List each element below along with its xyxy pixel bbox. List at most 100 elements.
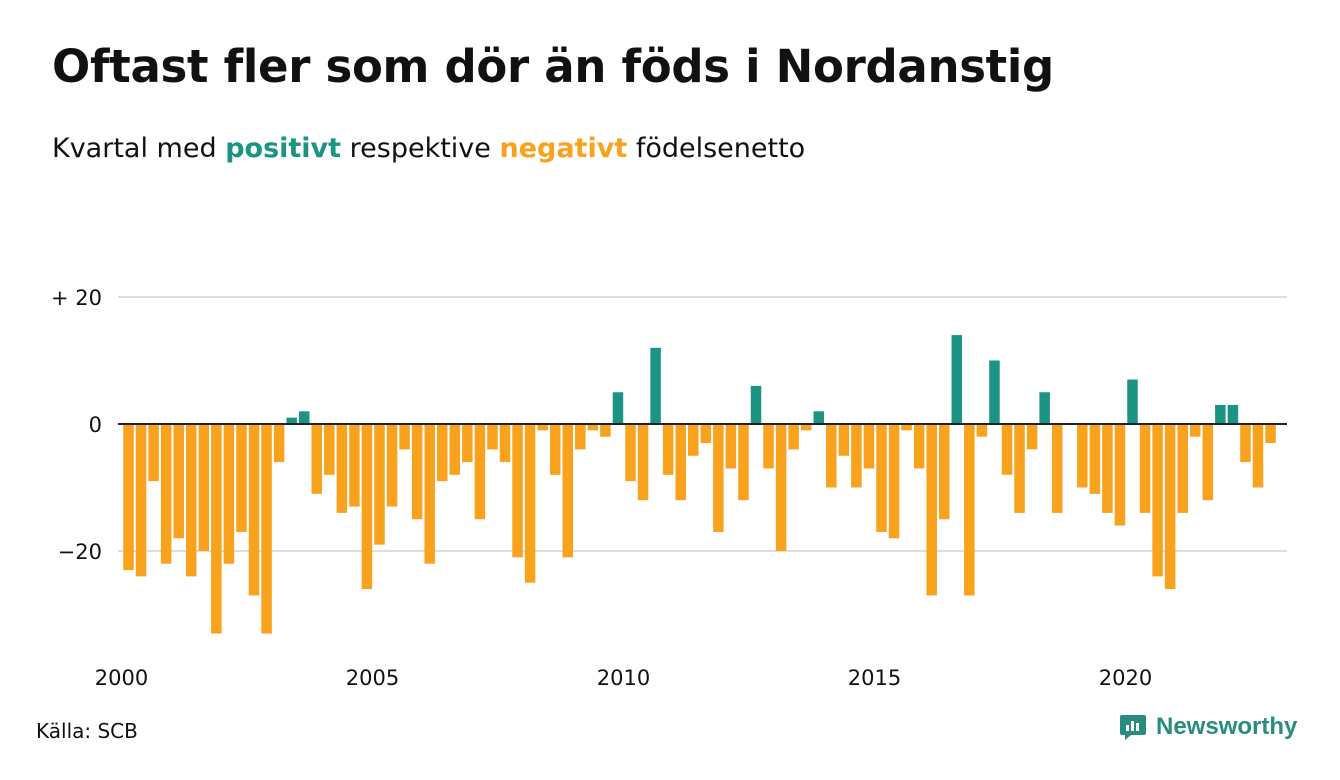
bar bbox=[926, 424, 937, 596]
bar bbox=[989, 360, 1000, 424]
x-tick-label: 2010 bbox=[597, 666, 650, 690]
bar bbox=[1177, 424, 1188, 513]
bar bbox=[1102, 424, 1113, 513]
bar bbox=[1039, 392, 1050, 424]
bar bbox=[951, 335, 963, 424]
x-tick-label: 2000 bbox=[95, 666, 148, 690]
bar bbox=[298, 411, 310, 424]
bar bbox=[901, 424, 912, 431]
bar bbox=[1227, 404, 1239, 424]
bar bbox=[524, 424, 536, 583]
subtitle-text-before: Kvartal med bbox=[52, 133, 226, 164]
bar bbox=[1265, 424, 1276, 444]
bar bbox=[888, 424, 900, 539]
bar bbox=[1252, 424, 1264, 488]
bar bbox=[876, 424, 887, 532]
bar bbox=[549, 424, 561, 475]
bar bbox=[261, 424, 272, 634]
bar bbox=[512, 424, 523, 558]
bar bbox=[273, 424, 285, 463]
bar bbox=[637, 424, 649, 501]
y-tick-label: + 20 bbox=[51, 286, 102, 310]
bar bbox=[575, 424, 586, 450]
bar bbox=[662, 424, 674, 475]
bar bbox=[813, 411, 824, 424]
subtitle-negative-word: negativt bbox=[499, 133, 628, 164]
bar bbox=[361, 424, 373, 590]
chart-title: Oftast fler som dör än föds i Nordanstig bbox=[52, 40, 1054, 93]
bar bbox=[449, 424, 461, 475]
bar bbox=[863, 424, 875, 469]
bar bbox=[324, 424, 335, 475]
bar bbox=[173, 424, 184, 539]
subtitle-text-middle: respektive bbox=[341, 133, 500, 164]
bar bbox=[374, 424, 385, 545]
bar bbox=[826, 424, 837, 488]
bar bbox=[211, 424, 222, 634]
bar bbox=[788, 424, 799, 450]
bar bbox=[349, 424, 360, 507]
bar bbox=[1139, 424, 1151, 513]
bar bbox=[775, 424, 787, 551]
bar bbox=[838, 424, 850, 456]
bar bbox=[424, 424, 435, 564]
y-tick-label: −20 bbox=[58, 540, 102, 564]
bar bbox=[123, 424, 134, 571]
bar bbox=[1089, 424, 1101, 494]
bar bbox=[1014, 424, 1025, 513]
bar bbox=[223, 424, 235, 564]
bar bbox=[248, 424, 260, 596]
bar bbox=[1190, 424, 1201, 437]
chart-subtitle: Kvartal med positivt respektive negativt… bbox=[52, 133, 805, 164]
bar bbox=[725, 424, 737, 469]
bar bbox=[587, 424, 599, 431]
bar bbox=[738, 424, 749, 501]
source-note: Källa: SCB bbox=[36, 719, 138, 743]
bar bbox=[462, 424, 473, 463]
bar bbox=[537, 424, 548, 431]
x-tick-label: 2005 bbox=[346, 666, 399, 690]
bar bbox=[851, 424, 862, 488]
bar bbox=[688, 424, 699, 456]
bar bbox=[625, 424, 636, 482]
bar bbox=[499, 424, 511, 463]
bar bbox=[399, 424, 410, 450]
bar bbox=[311, 424, 322, 494]
bar bbox=[1114, 424, 1126, 526]
bar bbox=[411, 424, 423, 520]
bar bbox=[763, 424, 774, 469]
bar bbox=[1001, 424, 1013, 475]
bar bbox=[600, 424, 611, 437]
bar bbox=[1202, 424, 1214, 501]
bar bbox=[336, 424, 348, 513]
bar bbox=[1127, 379, 1138, 424]
bar bbox=[612, 392, 624, 424]
bar bbox=[186, 424, 197, 577]
bar bbox=[437, 424, 448, 482]
bar bbox=[750, 385, 762, 424]
bar bbox=[913, 424, 925, 469]
bar bbox=[976, 424, 988, 437]
x-tick-label: 2020 bbox=[1099, 666, 1152, 690]
bar bbox=[1026, 424, 1038, 450]
bar bbox=[236, 424, 247, 532]
subtitle-text-after: födelsenetto bbox=[627, 133, 806, 164]
bar bbox=[675, 424, 686, 501]
bar bbox=[1215, 404, 1226, 424]
bar bbox=[1240, 424, 1251, 463]
subtitle-positive-word: positivt bbox=[225, 133, 342, 164]
x-tick-label: 2015 bbox=[848, 666, 901, 690]
brand-name: Newsworthy bbox=[1156, 713, 1298, 740]
bar bbox=[800, 424, 812, 431]
bar bbox=[700, 424, 712, 444]
bar bbox=[1152, 424, 1163, 577]
bar bbox=[386, 424, 398, 507]
bar bbox=[1051, 424, 1063, 513]
brand-logo: Newsworthy bbox=[1118, 712, 1297, 742]
bar bbox=[964, 424, 975, 596]
bar bbox=[1077, 424, 1088, 488]
bar bbox=[487, 424, 498, 450]
bar bbox=[939, 424, 950, 520]
bar bbox=[286, 417, 297, 424]
